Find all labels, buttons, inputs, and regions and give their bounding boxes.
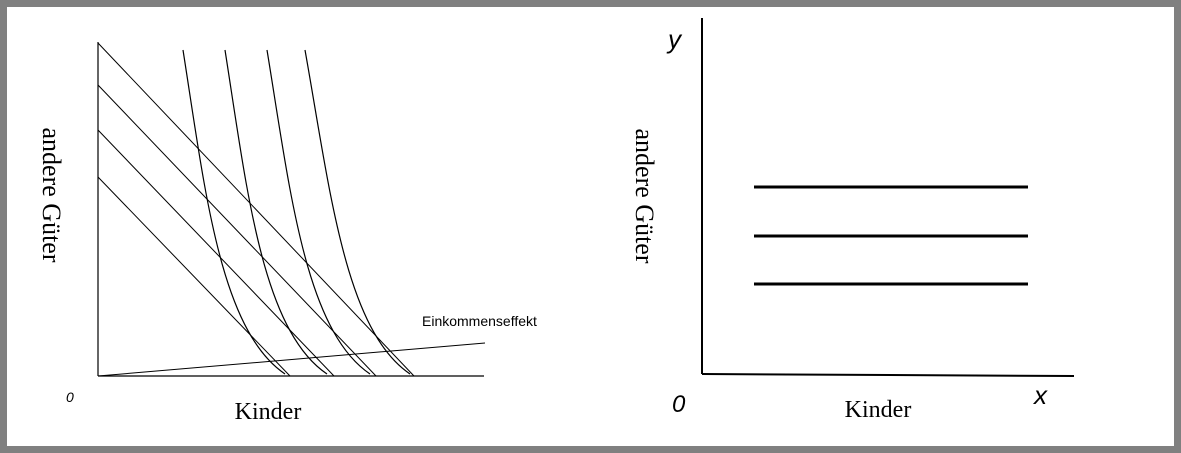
right-y-axis-label: andere Güter (630, 129, 659, 264)
indifference-curve-3 (266, 49, 371, 375)
right-diagram (701, 18, 1075, 377)
budget-line-1 (97, 176, 291, 377)
indifference-curve-1 (182, 49, 286, 375)
indifference-curve-4 (304, 49, 411, 375)
indifference-curve-2 (224, 49, 328, 375)
budget-line-4 (97, 42, 415, 377)
left-x-axis-label: Kinder (235, 399, 302, 425)
right-origin-label: 0 (672, 391, 686, 418)
budget-line-3 (97, 84, 377, 377)
left-y-axis-label: andere Güter (37, 128, 66, 263)
right-x-axis (701, 373, 1075, 377)
right-x-axis-label: Kinder (845, 397, 912, 423)
right-y-axis-symbol: y (666, 24, 683, 54)
left-diagram (97, 42, 486, 377)
income-effect-label: Einkommenseffekt (422, 313, 537, 329)
income-effect-line (97, 342, 486, 377)
right-x-axis-symbol: x (1032, 380, 1048, 410)
budget-line-2 (97, 129, 335, 377)
left-origin-label: 0 (66, 389, 74, 405)
